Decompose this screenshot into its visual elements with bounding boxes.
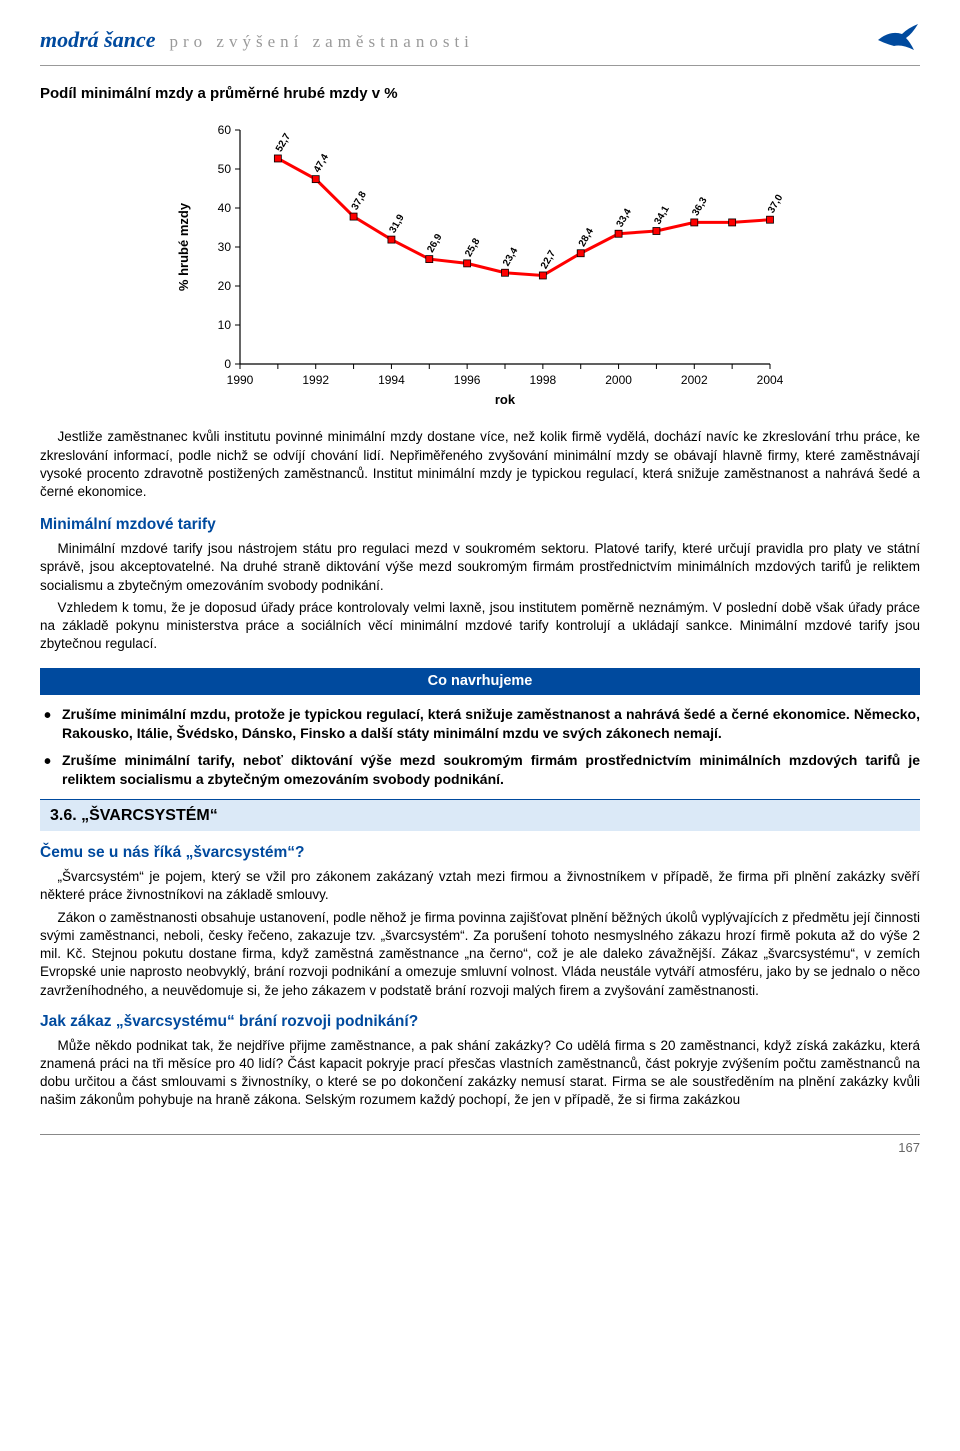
tarify-para-1: Minimální mzdové tarify jsou nástrojem s… — [40, 540, 920, 595]
svg-text:33,4: 33,4 — [615, 207, 634, 230]
header-left: modrá šance pro zvýšení zaměstnanosti — [40, 25, 474, 55]
svg-text:37,0: 37,0 — [766, 193, 785, 216]
subheading-tarify: Minimální mzdové tarify — [40, 515, 920, 536]
proposal-item-2: Zrušíme minimální tarify, neboť diktován… — [44, 751, 920, 789]
svg-text:37,8: 37,8 — [350, 190, 369, 213]
q2-para-1: Může někdo podnikat tak, že nejdříve při… — [40, 1037, 920, 1110]
svg-text:30: 30 — [218, 240, 232, 254]
svg-text:1994: 1994 — [378, 373, 405, 387]
proposal-list: Zrušíme minimální mzdu, protože je typic… — [40, 705, 920, 789]
svg-text:23,4: 23,4 — [501, 246, 520, 269]
svg-text:50: 50 — [218, 162, 232, 176]
chart-title: Podíl minimální mzdy a průměrné hrubé mz… — [40, 84, 920, 104]
question-2-title: Jak zákaz „švarcsystému“ brání rozvoji p… — [40, 1012, 920, 1033]
tarify-para-2: Vzhledem k tomu, že je doposud úřady prá… — [40, 599, 920, 654]
chart-svg: 0 10 20 30 40 50 60 1990 1992 1994 1996 1998 2000 200… — [170, 112, 790, 412]
question-1-title: Čemu se u nás říká „švarcsystém“? — [40, 843, 920, 864]
minimum-wage-chart: 0 10 20 30 40 50 60 1990 1992 1994 1996 1998 2000 200… — [40, 112, 920, 412]
svg-text:60: 60 — [218, 123, 232, 137]
svg-text:rok: rok — [495, 392, 516, 407]
svg-text:10: 10 — [218, 318, 232, 332]
svg-text:31,9: 31,9 — [388, 213, 407, 236]
brand-title: modrá šance — [40, 25, 156, 55]
svg-text:% hrubé mzdy: % hrubé mzdy — [176, 203, 191, 292]
svg-text:25,8: 25,8 — [463, 237, 482, 260]
section-3-6-title: 3.6. „ŠVARCSYSTÉM“ — [40, 799, 920, 832]
proposal-bar: Co navrhujeme — [40, 668, 920, 696]
page-header: modrá šance pro zvýšení zaměstnanosti — [40, 20, 920, 66]
svg-text:1996: 1996 — [454, 373, 481, 387]
q1-para-2: Zákon o zaměstnanosti obsahuje ustanoven… — [40, 909, 920, 1000]
bird-icon — [876, 20, 920, 59]
svg-text:20: 20 — [218, 279, 232, 293]
svg-text:1990: 1990 — [227, 373, 254, 387]
svg-text:2004: 2004 — [757, 373, 784, 387]
svg-text:2000: 2000 — [605, 373, 632, 387]
svg-text:1998: 1998 — [530, 373, 557, 387]
svg-text:1992: 1992 — [302, 373, 329, 387]
svg-text:2002: 2002 — [681, 373, 708, 387]
svg-text:52,7: 52,7 — [274, 132, 293, 155]
svg-text:34,1: 34,1 — [653, 204, 672, 227]
svg-text:0: 0 — [224, 357, 231, 371]
svg-text:40: 40 — [218, 201, 232, 215]
svg-text:36,3: 36,3 — [690, 196, 709, 219]
q1-para-1: „Švarcsystém“ je pojem, který se vžil pr… — [40, 868, 920, 904]
page-footer: 167 — [40, 1134, 920, 1157]
brand-tagline: pro zvýšení zaměstnanosti — [170, 31, 474, 54]
intro-paragraph: Jestliže zaměstnanec kvůli institutu pov… — [40, 428, 920, 501]
svg-text:26,9: 26,9 — [425, 232, 444, 255]
svg-text:47,4: 47,4 — [312, 152, 331, 175]
proposal-item-1: Zrušíme minimální mzdu, protože je typic… — [44, 705, 920, 743]
page-number: 167 — [898, 1140, 920, 1155]
